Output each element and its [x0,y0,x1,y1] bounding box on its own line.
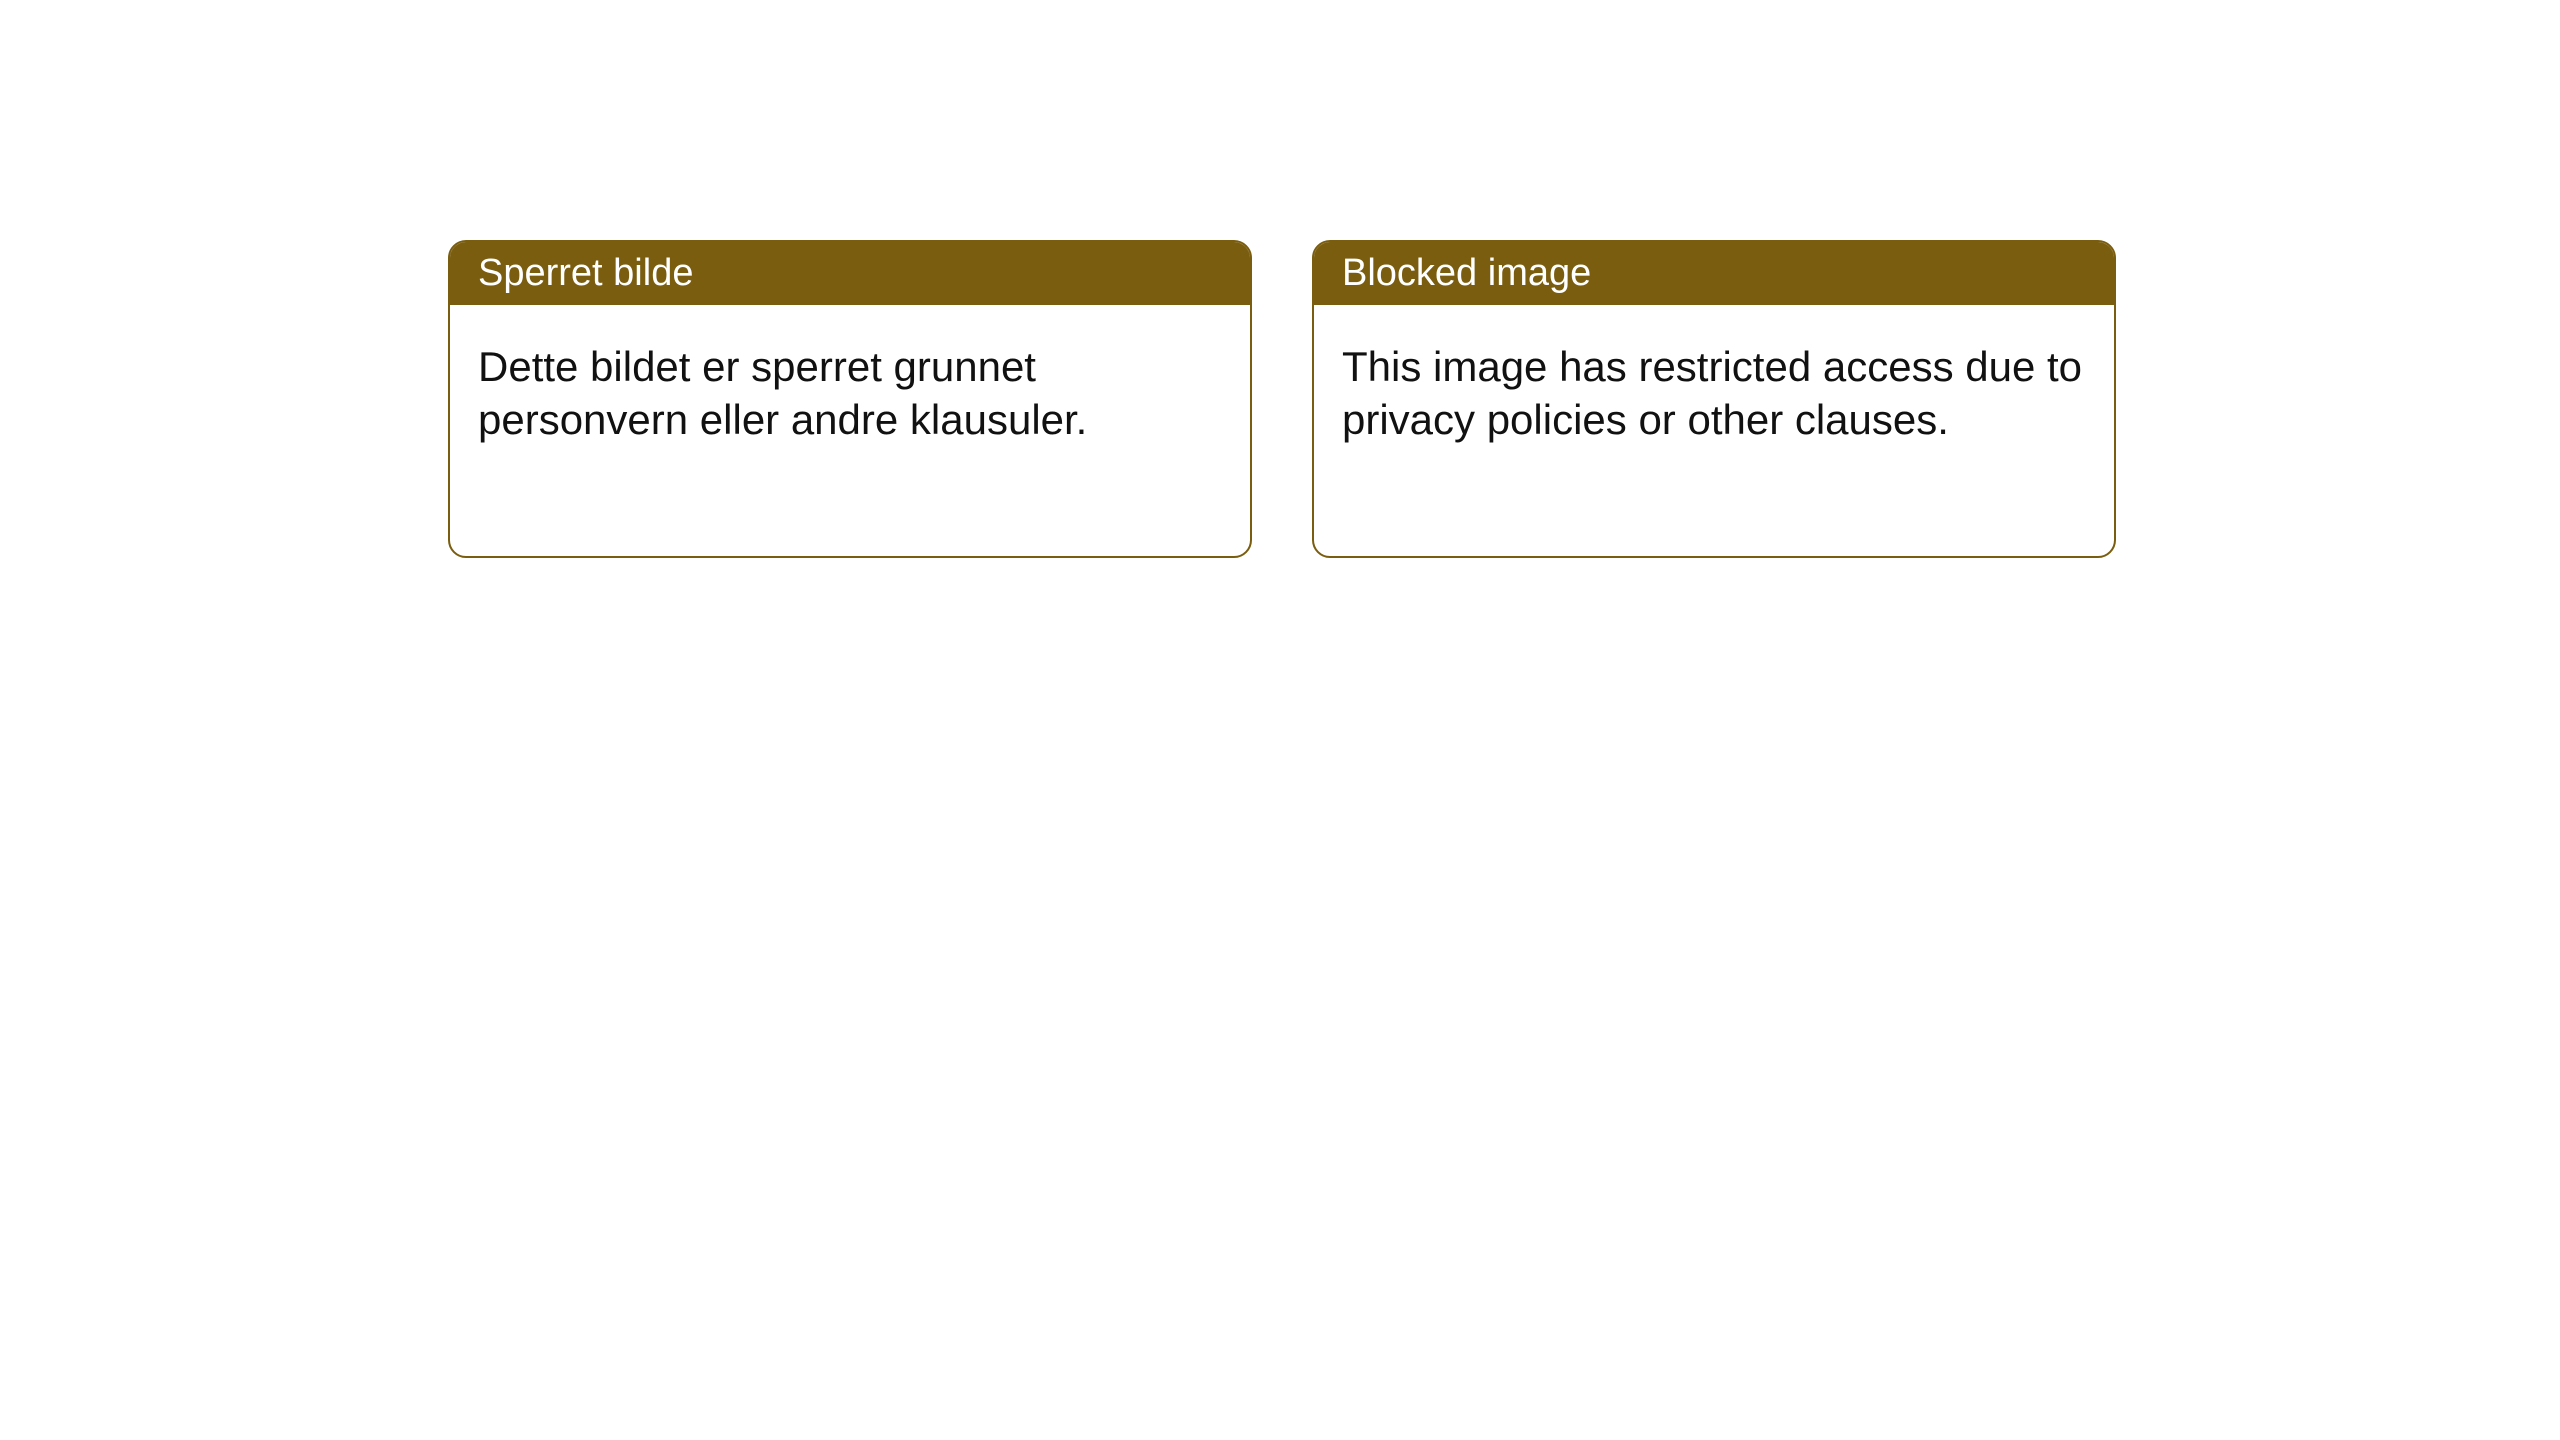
card-body: This image has restricted access due to … [1314,305,2114,556]
card-body-text: Dette bildet er sperret grunnet personve… [478,343,1087,443]
card-header: Blocked image [1314,242,2114,305]
notice-cards-container: Sperret bilde Dette bildet er sperret gr… [448,240,2116,558]
card-body-text: This image has restricted access due to … [1342,343,2082,443]
notice-card-norwegian: Sperret bilde Dette bildet er sperret gr… [448,240,1252,558]
card-title: Sperret bilde [478,252,693,294]
card-body: Dette bildet er sperret grunnet personve… [450,305,1250,556]
card-header: Sperret bilde [450,242,1250,305]
card-title: Blocked image [1342,252,1591,294]
notice-card-english: Blocked image This image has restricted … [1312,240,2116,558]
